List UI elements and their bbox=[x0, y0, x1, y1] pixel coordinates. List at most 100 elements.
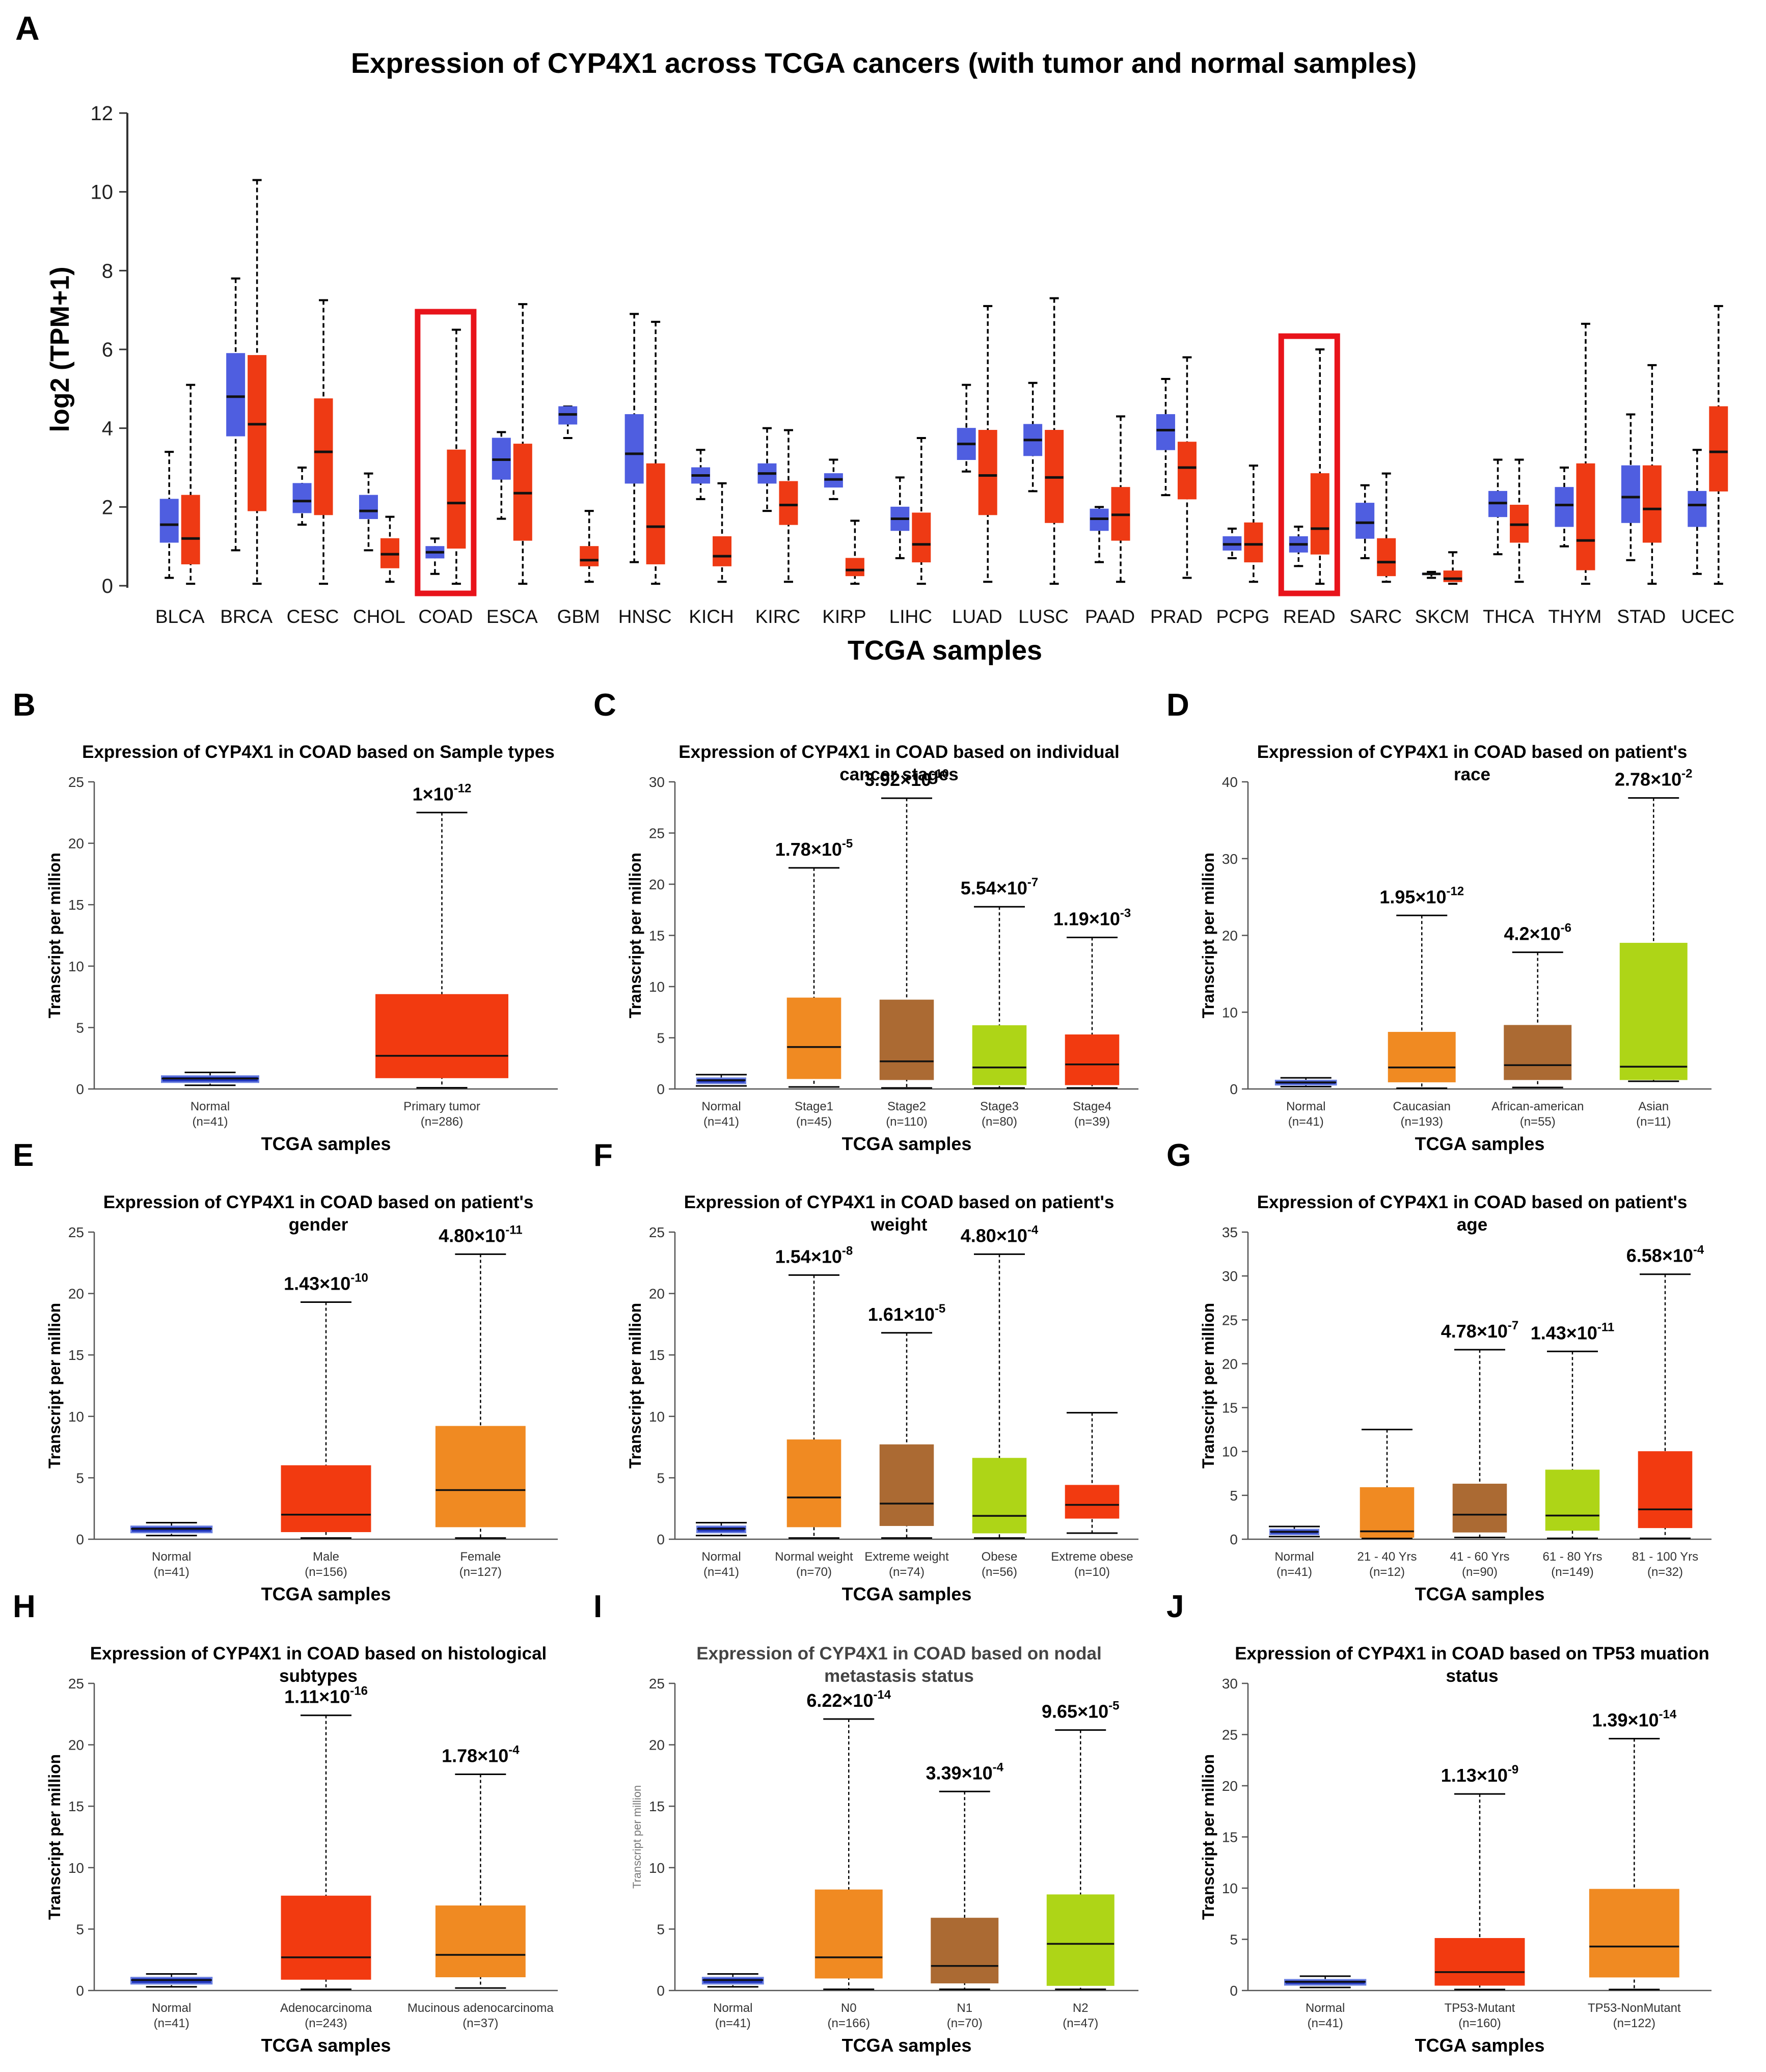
box-mucinous-adenocarcinoma bbox=[435, 1905, 526, 1977]
y-tick-label: 0 bbox=[76, 1081, 84, 1097]
y-tick-label: 35 bbox=[1222, 1224, 1238, 1240]
x-tick-label: Stage4 bbox=[1073, 1100, 1111, 1113]
x-axis-title: TCGA samples bbox=[842, 2035, 972, 2056]
x-tick-count: (n=41) bbox=[1308, 2016, 1343, 2030]
box-tumor-thym bbox=[1576, 463, 1595, 570]
panel-label-a: A bbox=[15, 9, 40, 47]
x-axis-title: TCGA samples bbox=[1415, 1133, 1545, 1154]
p-value-exponent: -4 bbox=[993, 1760, 1004, 1774]
panel-b: B Expression of CYP4X1 in COAD based on S… bbox=[13, 688, 558, 1154]
x-tick-label: 21 - 40 Yrs bbox=[1357, 1550, 1417, 1564]
box-tumor-ucec bbox=[1709, 406, 1728, 492]
x-tick-label: GBM bbox=[557, 606, 600, 627]
x-tick-count: (n=70) bbox=[796, 1565, 832, 1579]
x-tick-label: Normal bbox=[1286, 1100, 1325, 1113]
box-stage4 bbox=[1065, 1034, 1120, 1085]
x-tick-label: KIRP bbox=[822, 606, 866, 627]
box-caucasian bbox=[1388, 1031, 1456, 1082]
x-tick-label: SARC bbox=[1349, 606, 1402, 627]
p-value-exponent: -6 bbox=[1561, 921, 1571, 935]
x-tick-label: Primary tumor bbox=[403, 1100, 480, 1113]
p-value-mantissa: 4.2×10 bbox=[1504, 923, 1561, 944]
y-tick-label: 20 bbox=[68, 1737, 84, 1753]
p-value-label: 5.54×10-7 bbox=[961, 876, 1038, 898]
y-tick-label: 20 bbox=[68, 1286, 84, 1302]
y-tick-label: 2 bbox=[102, 496, 113, 519]
y-tick-label: 8 bbox=[102, 260, 113, 282]
x-tick-label: TP53-NonMutant bbox=[1588, 2001, 1681, 2015]
p-value-mantissa: 3.39×10 bbox=[926, 1762, 993, 1783]
p-value-exponent: -12 bbox=[454, 781, 472, 795]
y-tick-label: 5 bbox=[1230, 1488, 1238, 1504]
panel-label-f: F bbox=[593, 1138, 613, 1173]
p-value-exponent: -4 bbox=[1027, 1223, 1039, 1237]
y-tick-label: 20 bbox=[1222, 1778, 1238, 1794]
y-tick-label: 0 bbox=[657, 1983, 665, 1999]
box-tumor-prad bbox=[1177, 442, 1197, 500]
p-value-label: 1.43×10-11 bbox=[1531, 1320, 1615, 1343]
x-tick-label: PCPG bbox=[1216, 606, 1269, 627]
x-tick-label: LIHC bbox=[889, 606, 932, 627]
y-tick-label: 20 bbox=[649, 1737, 665, 1753]
y-axis-title: Transcript per million bbox=[631, 1785, 643, 1889]
y-axis-title: Transcript per million bbox=[1199, 853, 1217, 1018]
y-tick-label: 15 bbox=[649, 1798, 665, 1814]
box-tumor-kich bbox=[713, 536, 732, 566]
box-normal-sarc bbox=[1355, 503, 1375, 539]
box-tp53-nonmutant bbox=[1589, 1889, 1679, 1978]
y-axis-title: Transcript per million bbox=[1199, 1303, 1217, 1468]
box-asian bbox=[1619, 943, 1688, 1080]
box-normal-thym bbox=[1555, 487, 1574, 527]
x-tick-label: N2 bbox=[1073, 2001, 1089, 2015]
x-tick-label: Normal bbox=[1274, 1550, 1314, 1564]
box-normal-stad bbox=[1621, 465, 1640, 523]
x-tick-label: BLCA bbox=[155, 606, 205, 627]
x-tick-label: N0 bbox=[841, 2001, 857, 2015]
box-normal-chol bbox=[359, 495, 378, 520]
p-value-mantissa: 1.78×10 bbox=[442, 1745, 508, 1766]
x-tick-count: (n=166) bbox=[828, 2016, 870, 2030]
p-value-mantissa: 1.54×10 bbox=[775, 1246, 842, 1267]
x-tick-count: (n=110) bbox=[886, 1115, 928, 1129]
x-tick-label: READ bbox=[1283, 606, 1336, 627]
y-tick-label: 5 bbox=[657, 1921, 665, 1937]
p-value-mantissa: 1.61×10 bbox=[868, 1304, 935, 1325]
panel-label-h: H bbox=[13, 1589, 36, 1624]
p-value-mantissa: 6.22×10 bbox=[806, 1690, 873, 1711]
box-61-80-yrs bbox=[1545, 1469, 1600, 1531]
p-value-exponent: -8 bbox=[842, 1244, 853, 1258]
x-tick-count: (n=10) bbox=[1074, 1565, 1110, 1579]
p-value-exponent: -11 bbox=[1597, 1320, 1614, 1334]
x-tick-label: 81 - 100 Yrs bbox=[1632, 1550, 1698, 1564]
x-tick-label: LUSC bbox=[1018, 606, 1069, 627]
box-tumor-gbm bbox=[580, 546, 599, 566]
y-tick-label: 15 bbox=[1222, 1400, 1238, 1416]
p-value-label: 1.39×10-14 bbox=[1592, 1708, 1676, 1731]
box-tumor-blca bbox=[181, 495, 200, 564]
y-tick-label: 10 bbox=[1222, 1444, 1238, 1460]
y-axis-title: Transcript per million bbox=[45, 1303, 64, 1468]
p-value-exponent: -2 bbox=[1681, 767, 1692, 781]
x-axis-title: TCGA samples bbox=[1415, 1584, 1545, 1604]
box-male bbox=[281, 1465, 371, 1533]
x-axis-title: TCGA samples bbox=[848, 635, 1042, 666]
x-tick-count: (n=41) bbox=[703, 1115, 739, 1129]
x-tick-label: Stage3 bbox=[980, 1100, 1019, 1113]
box-tumor-kirp bbox=[845, 558, 864, 577]
x-tick-count: (n=56) bbox=[982, 1565, 1017, 1579]
x-tick-label: TP53-Mutant bbox=[1445, 2001, 1515, 2015]
box-extreme-weight bbox=[879, 1444, 934, 1526]
p-value-mantissa: 4.78×10 bbox=[1441, 1321, 1508, 1342]
panel-label-i: I bbox=[593, 1589, 602, 1624]
p-value-label: 1.78×10-5 bbox=[775, 837, 853, 860]
panel-title-line: Expression of CYP4X1 in COAD based on pa… bbox=[684, 1192, 1115, 1212]
x-tick-count: (n=127) bbox=[459, 1565, 502, 1579]
x-tick-count: (n=41) bbox=[1276, 1565, 1312, 1579]
y-tick-label: 0 bbox=[1230, 1532, 1238, 1547]
p-value-exponent: -5 bbox=[842, 837, 853, 851]
y-tick-label: 10 bbox=[1222, 1880, 1238, 1896]
panel-title-line: Expression of CYP4X1 in COAD based on hi… bbox=[90, 1644, 547, 1664]
x-axis-title: TCGA samples bbox=[261, 1133, 391, 1154]
y-tick-label: 0 bbox=[76, 1983, 84, 1999]
p-value-label: 2.78×10-2 bbox=[1615, 767, 1692, 790]
